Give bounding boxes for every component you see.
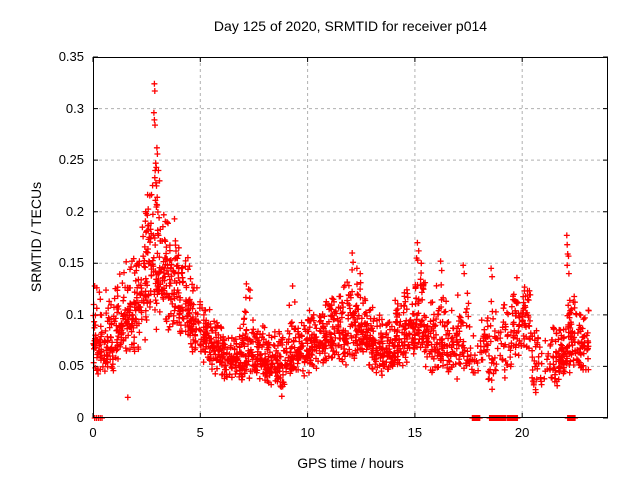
y-tick-label: 0.25 [58,152,84,168]
y-tick-label: 0.1 [65,306,84,322]
y-tick-label: 0 [76,410,84,425]
y-tick-label: 0.3 [65,100,84,116]
y-tick-label: 0.2 [65,203,84,219]
grid-lines [93,57,608,418]
axis-ticks [92,56,608,419]
chart-title: Day 125 of 2020, SRMTID for receiver p01… [213,18,488,34]
data-points [90,80,592,421]
x-axis-label: GPS time / hours [297,455,404,471]
plot-border [93,57,608,418]
y-tick-label: 0.35 [58,49,84,64]
y-tick-label: 0.15 [58,255,84,271]
plot-area [90,56,608,421]
x-tick-label: 10 [300,425,315,440]
y-tick-label: 0.05 [58,358,84,374]
x-tick-label: 20 [514,425,530,440]
x-tick-label: 5 [196,425,204,440]
x-tick-label: 15 [407,425,423,440]
y-axis-label: SRMTID / TECUs [28,181,44,293]
x-tick-label: 0 [89,425,97,440]
